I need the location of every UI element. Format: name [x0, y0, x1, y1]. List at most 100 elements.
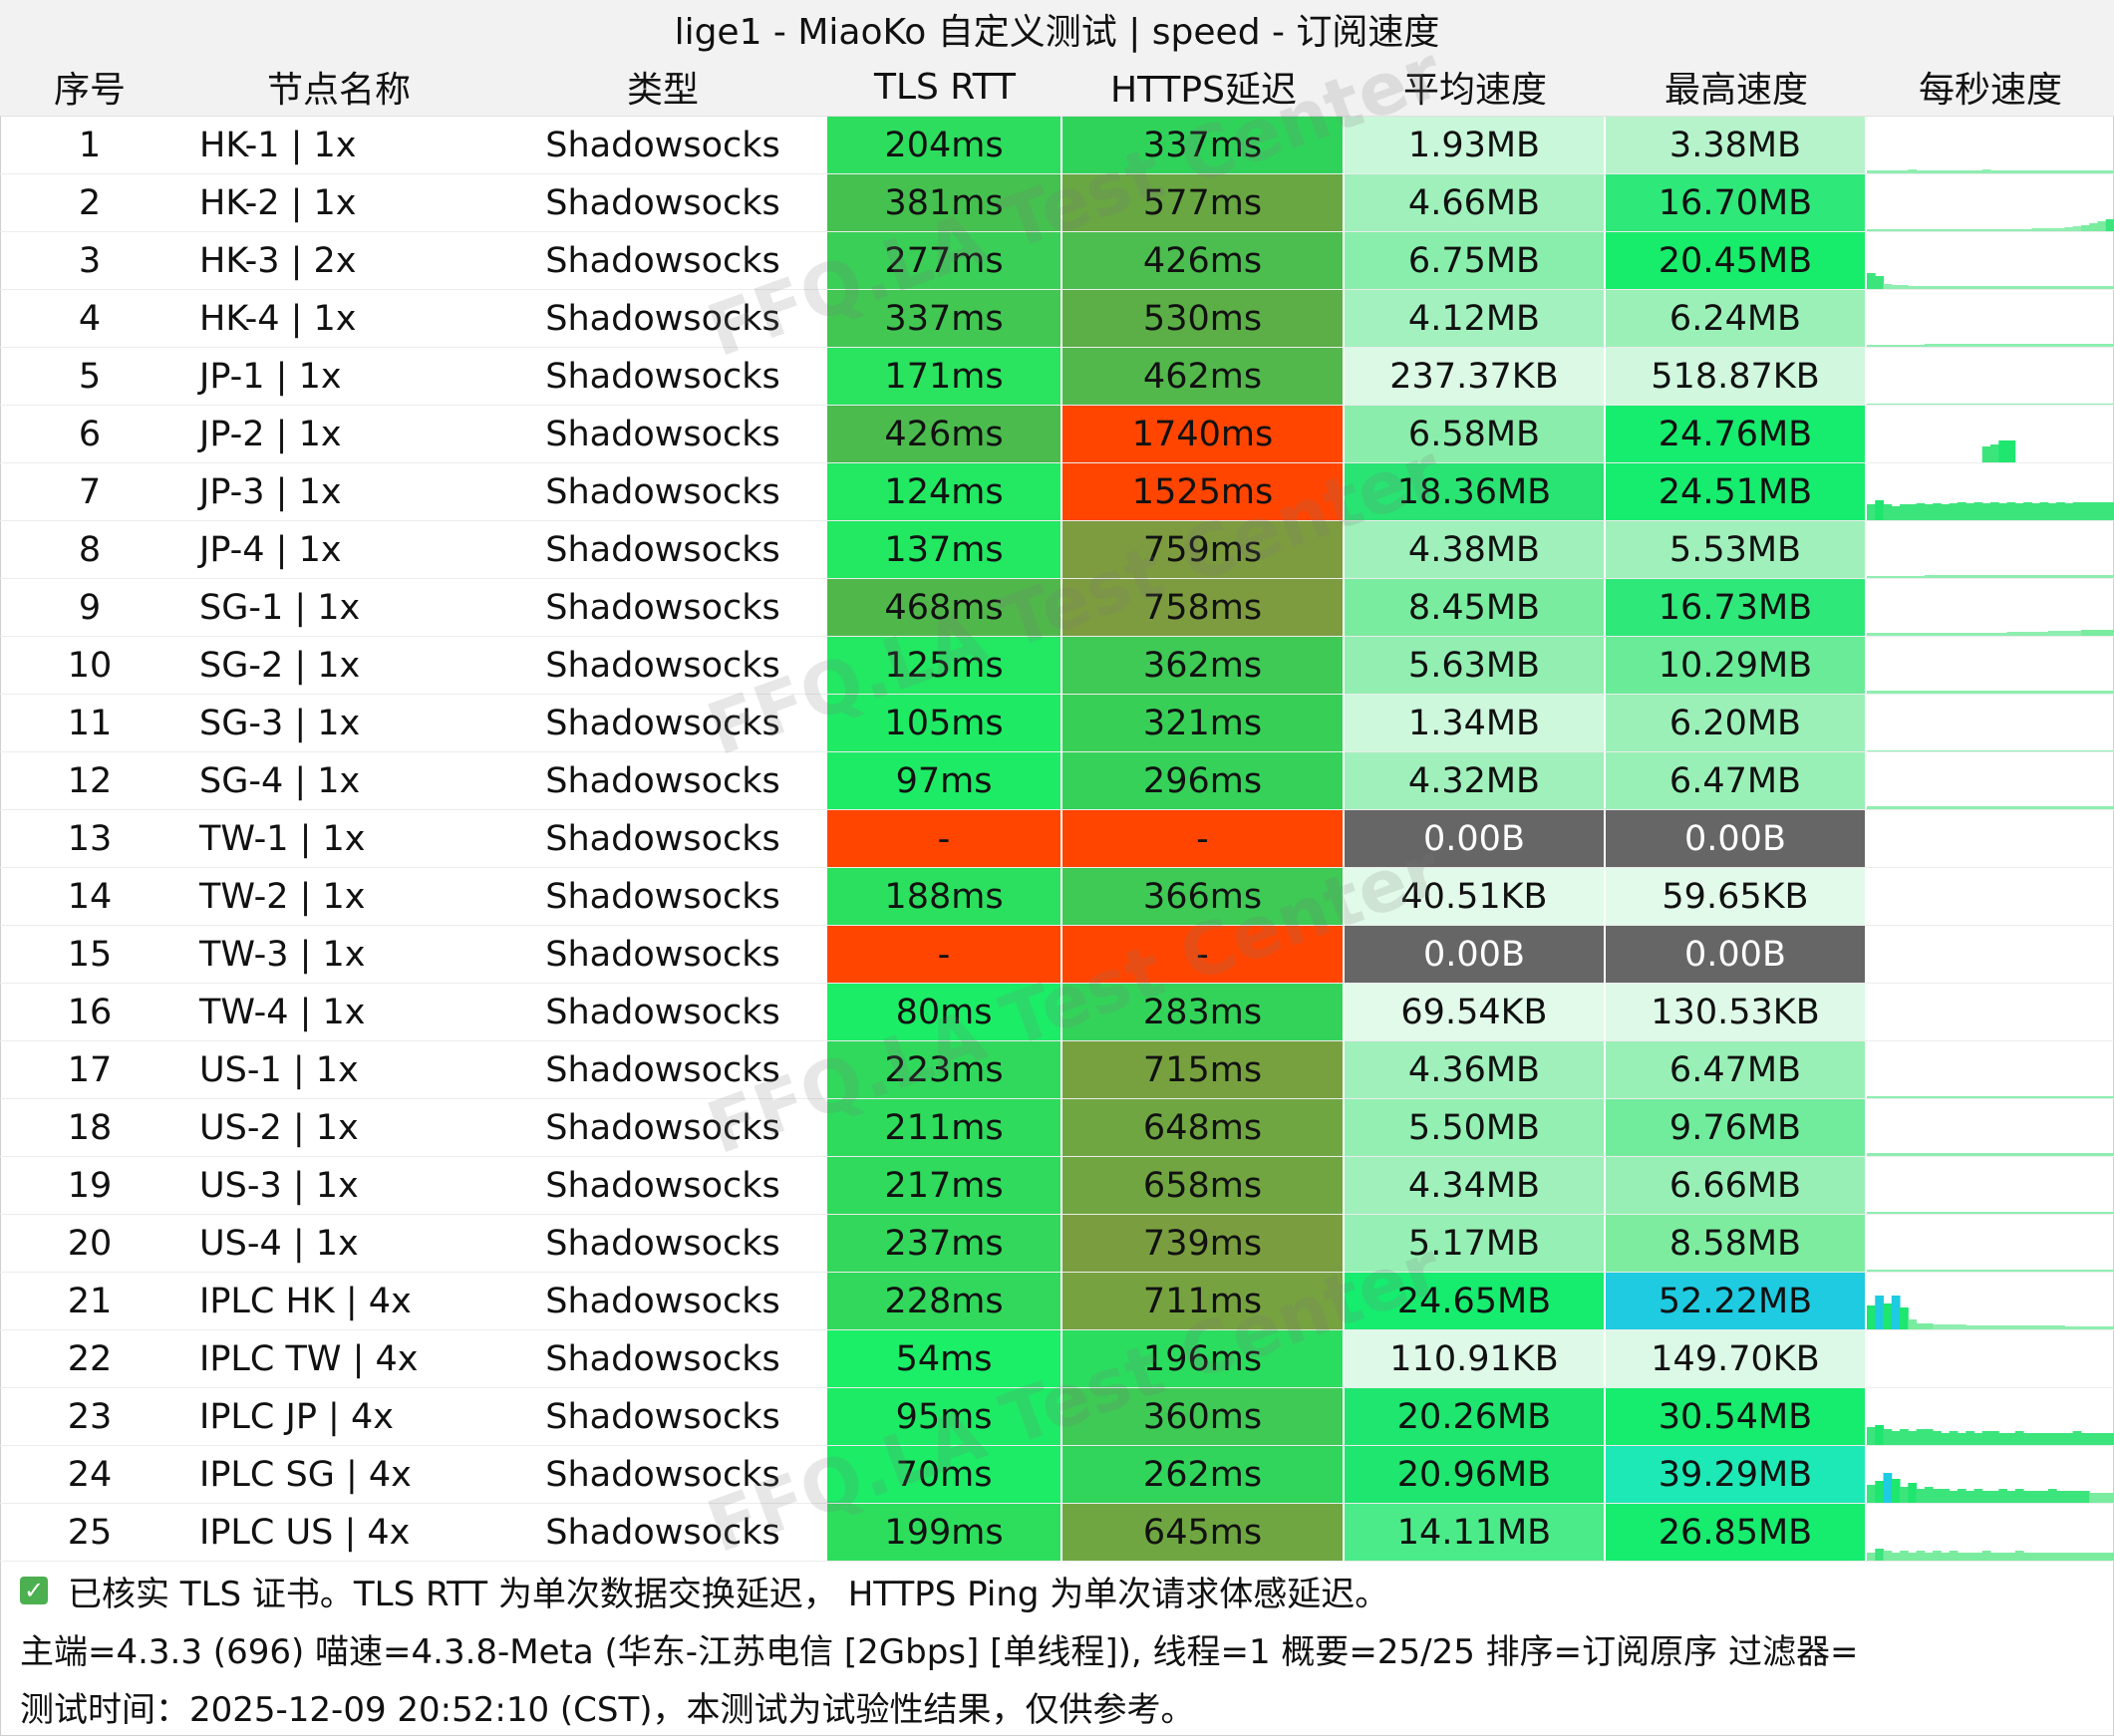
node-name: HK-2 | 1x — [199, 182, 357, 223]
speed-bar — [2031, 1153, 2041, 1156]
node-type: Shadowsocks — [545, 934, 780, 975]
per-second-speed-sparkline — [1867, 695, 2114, 751]
speed-bar — [1973, 170, 1983, 173]
speed-bar — [2023, 1212, 2032, 1214]
speed-bar — [1990, 691, 1999, 694]
row-index: 7 — [78, 471, 102, 512]
speed-bar — [2006, 1491, 2016, 1503]
speed-bar — [1973, 1096, 1983, 1098]
speed-bar — [1981, 503, 1991, 520]
speed-bar — [2089, 1493, 2098, 1503]
table-row: 18 US-2 | 1x Shadowsocks 211ms 648ms 5.50MB 9.… — [0, 1099, 2114, 1157]
speed-bar — [1965, 229, 1974, 231]
speed-bar — [1990, 1270, 1999, 1272]
speed-bar — [1941, 1553, 1951, 1561]
speed-bar — [2031, 344, 2041, 347]
node-name: TW-4 | 1x — [199, 992, 366, 1032]
speed-bar — [1908, 1270, 1918, 1272]
speed-bar — [1891, 1553, 1901, 1561]
speed-bar — [1965, 286, 1974, 289]
speed-bar — [2023, 1270, 2032, 1272]
speed-bar — [2072, 286, 2082, 289]
speed-bar — [1941, 344, 1951, 347]
speed-bar — [1981, 1551, 1991, 1561]
node-name: IPLC SG | 4x — [199, 1454, 412, 1495]
avg-speed-cell: 0.00B — [1345, 926, 1606, 983]
max-speed-cell: 30.54MB — [1606, 1388, 1867, 1445]
speed-bar — [1916, 1551, 1926, 1561]
https-latency-cell: 321ms — [1062, 695, 1345, 751]
speed-bar — [1973, 502, 1983, 520]
https-latency-cell: 362ms — [1062, 637, 1345, 694]
speed-bar — [1900, 404, 1909, 405]
speed-bar — [1867, 345, 1876, 347]
speed-bar — [1900, 1551, 1909, 1561]
speed-bar — [1883, 1473, 1893, 1503]
avg-speed-cell: 4.66MB — [1345, 174, 1606, 231]
speed-bar — [1949, 1324, 1959, 1329]
node-type: Shadowsocks — [545, 818, 780, 859]
speed-bar — [2014, 286, 2024, 289]
tls-rtt-cell: 95ms — [827, 1388, 1062, 1445]
speed-bar — [1981, 1153, 1991, 1156]
speed-bar — [1949, 1096, 1959, 1098]
speed-bar — [1883, 170, 1893, 173]
speed-bar — [2023, 750, 2032, 751]
tls-rtt-cell: 80ms — [827, 984, 1062, 1040]
speed-bar — [2080, 404, 2090, 405]
row-index: 19 — [67, 1165, 113, 1206]
speed-bar — [2031, 1553, 2041, 1561]
speed-bar — [2105, 750, 2114, 751]
speed-bar — [2039, 1096, 2049, 1098]
speed-bar — [2089, 691, 2098, 694]
speed-bar — [2080, 170, 2090, 173]
per-second-speed-sparkline — [1867, 1157, 2114, 1214]
speed-bar — [1883, 284, 1893, 289]
speed-bar — [2056, 631, 2065, 636]
tls-rtt-cell: 105ms — [827, 695, 1062, 751]
row-index: 6 — [78, 414, 102, 454]
speed-bar — [2097, 286, 2107, 289]
speed-bar — [2006, 1433, 2016, 1445]
avg-speed-cell: 110.91KB — [1345, 1330, 1606, 1387]
speed-bar — [1965, 575, 1974, 578]
speed-bar — [1867, 1096, 1876, 1098]
max-speed-cell: 24.51MB — [1606, 463, 1867, 520]
speed-bar — [2072, 502, 2082, 520]
max-speed-cell: 24.76MB — [1606, 406, 1867, 462]
speed-bar — [1924, 286, 1934, 289]
speed-bar — [2089, 404, 2098, 405]
avg-speed-cell: 14.11MB — [1345, 1504, 1606, 1561]
speed-bar — [2097, 1212, 2107, 1214]
speed-bar — [1965, 633, 1974, 636]
max-speed-cell: 518.87KB — [1606, 348, 1867, 405]
speed-bar — [2072, 344, 2082, 347]
node-name: TW-1 | 1x — [199, 818, 366, 859]
row-index: 24 — [67, 1454, 113, 1495]
per-second-speed-sparkline — [1867, 752, 2114, 809]
speed-bar — [2047, 1153, 2057, 1156]
speed-bar — [1900, 1487, 1909, 1503]
checkmark-icon: ✓ — [20, 1577, 48, 1604]
avg-speed-cell: 18.36MB — [1345, 463, 1606, 520]
speed-bar — [2031, 575, 2041, 578]
speed-bar — [1924, 750, 1934, 751]
header-type: 类型 — [626, 70, 699, 111]
speed-bar — [1924, 1270, 1934, 1272]
max-speed-cell: 6.20MB — [1606, 695, 1867, 751]
row-index: 25 — [67, 1512, 113, 1553]
speed-bar — [1941, 1153, 1951, 1156]
speed-bar — [2031, 1096, 2041, 1098]
row-index: 22 — [67, 1338, 113, 1379]
speed-bar — [1891, 170, 1901, 173]
table-row: 16 TW-4 | 1x Shadowsocks 80ms 283ms 69.54KB 13… — [0, 984, 2114, 1041]
speed-bar — [1867, 633, 1876, 636]
speed-bar — [2014, 170, 2024, 173]
speed-bar — [1867, 1212, 1876, 1214]
speed-bar — [1916, 1489, 1926, 1503]
speed-bar — [2023, 1433, 2032, 1445]
https-latency-cell: 715ms — [1062, 1041, 1345, 1098]
table-row: 24 IPLC SG | 4x Shadowsocks 70ms 262ms 20.96M… — [0, 1446, 2114, 1504]
per-second-speed-sparkline — [1867, 348, 2114, 405]
speed-bar — [2064, 1153, 2074, 1156]
